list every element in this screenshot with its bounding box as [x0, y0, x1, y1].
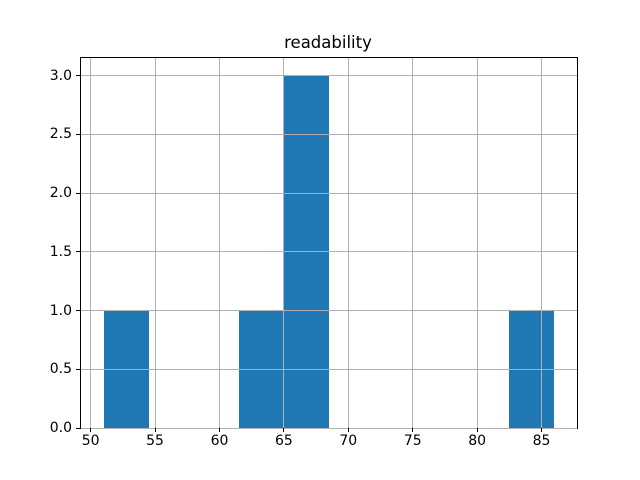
y-tick-mark	[76, 251, 81, 253]
gridline-vertical	[476, 58, 478, 428]
y-tick-mark	[76, 310, 81, 312]
gridline-vertical	[541, 58, 543, 428]
y-tick-mark	[76, 192, 81, 194]
gridline-vertical	[218, 58, 220, 428]
plot-area: 50 55 60 65 70 75 80 85 0.0 0.5 1.0 1.5 2.0 2.5 3.0	[50, 57, 578, 448]
gridline-horizontal	[81, 251, 577, 253]
gridline-horizontal	[81, 368, 577, 370]
x-tick-label: 85	[532, 433, 551, 449]
x-tick-mark	[347, 428, 349, 432]
x-tick-mark	[283, 428, 285, 432]
x-tick-label: 65	[274, 433, 293, 449]
gridline-horizontal	[81, 75, 577, 77]
x-tick-mark	[90, 428, 92, 432]
y-tick-label: 1.0	[49, 302, 72, 319]
y-tick-mark	[76, 427, 81, 429]
chart-title: readability	[284, 33, 372, 52]
y-tick-mark	[76, 368, 81, 370]
y-tick-mark	[76, 75, 81, 77]
x-tick-label: 60	[210, 433, 229, 449]
y-tick-label: 3.0	[49, 67, 72, 84]
gridline-horizontal	[81, 427, 577, 429]
y-tick-label: 0.0	[49, 420, 72, 436]
gridline-vertical	[154, 58, 156, 428]
x-tick-label: 55	[146, 433, 164, 449]
gridline-horizontal	[81, 133, 577, 135]
gridline-vertical	[347, 58, 349, 428]
y-tick-label: 2.0	[49, 185, 72, 202]
gridline-vertical	[90, 58, 92, 428]
y-tick-label: 2.5	[49, 126, 72, 143]
x-tick-mark	[154, 428, 156, 432]
x-tick-mark	[541, 428, 543, 432]
gridline-vertical	[412, 58, 414, 428]
x-tick-label: 75	[403, 433, 422, 449]
gridline-horizontal	[81, 192, 577, 194]
gridline-horizontal	[81, 310, 577, 312]
y-tick-mark	[76, 133, 81, 135]
x-tick-label: 80	[468, 433, 487, 449]
x-tick-mark	[218, 428, 220, 432]
x-tick-mark	[476, 428, 478, 432]
x-tick-label: 50	[81, 433, 100, 449]
y-tick-label: 1.5	[49, 243, 72, 260]
x-tick-label: 70	[339, 433, 358, 449]
y-tick-label: 0.5	[49, 361, 72, 378]
gridline-vertical	[283, 58, 285, 428]
x-tick-mark	[412, 428, 414, 432]
